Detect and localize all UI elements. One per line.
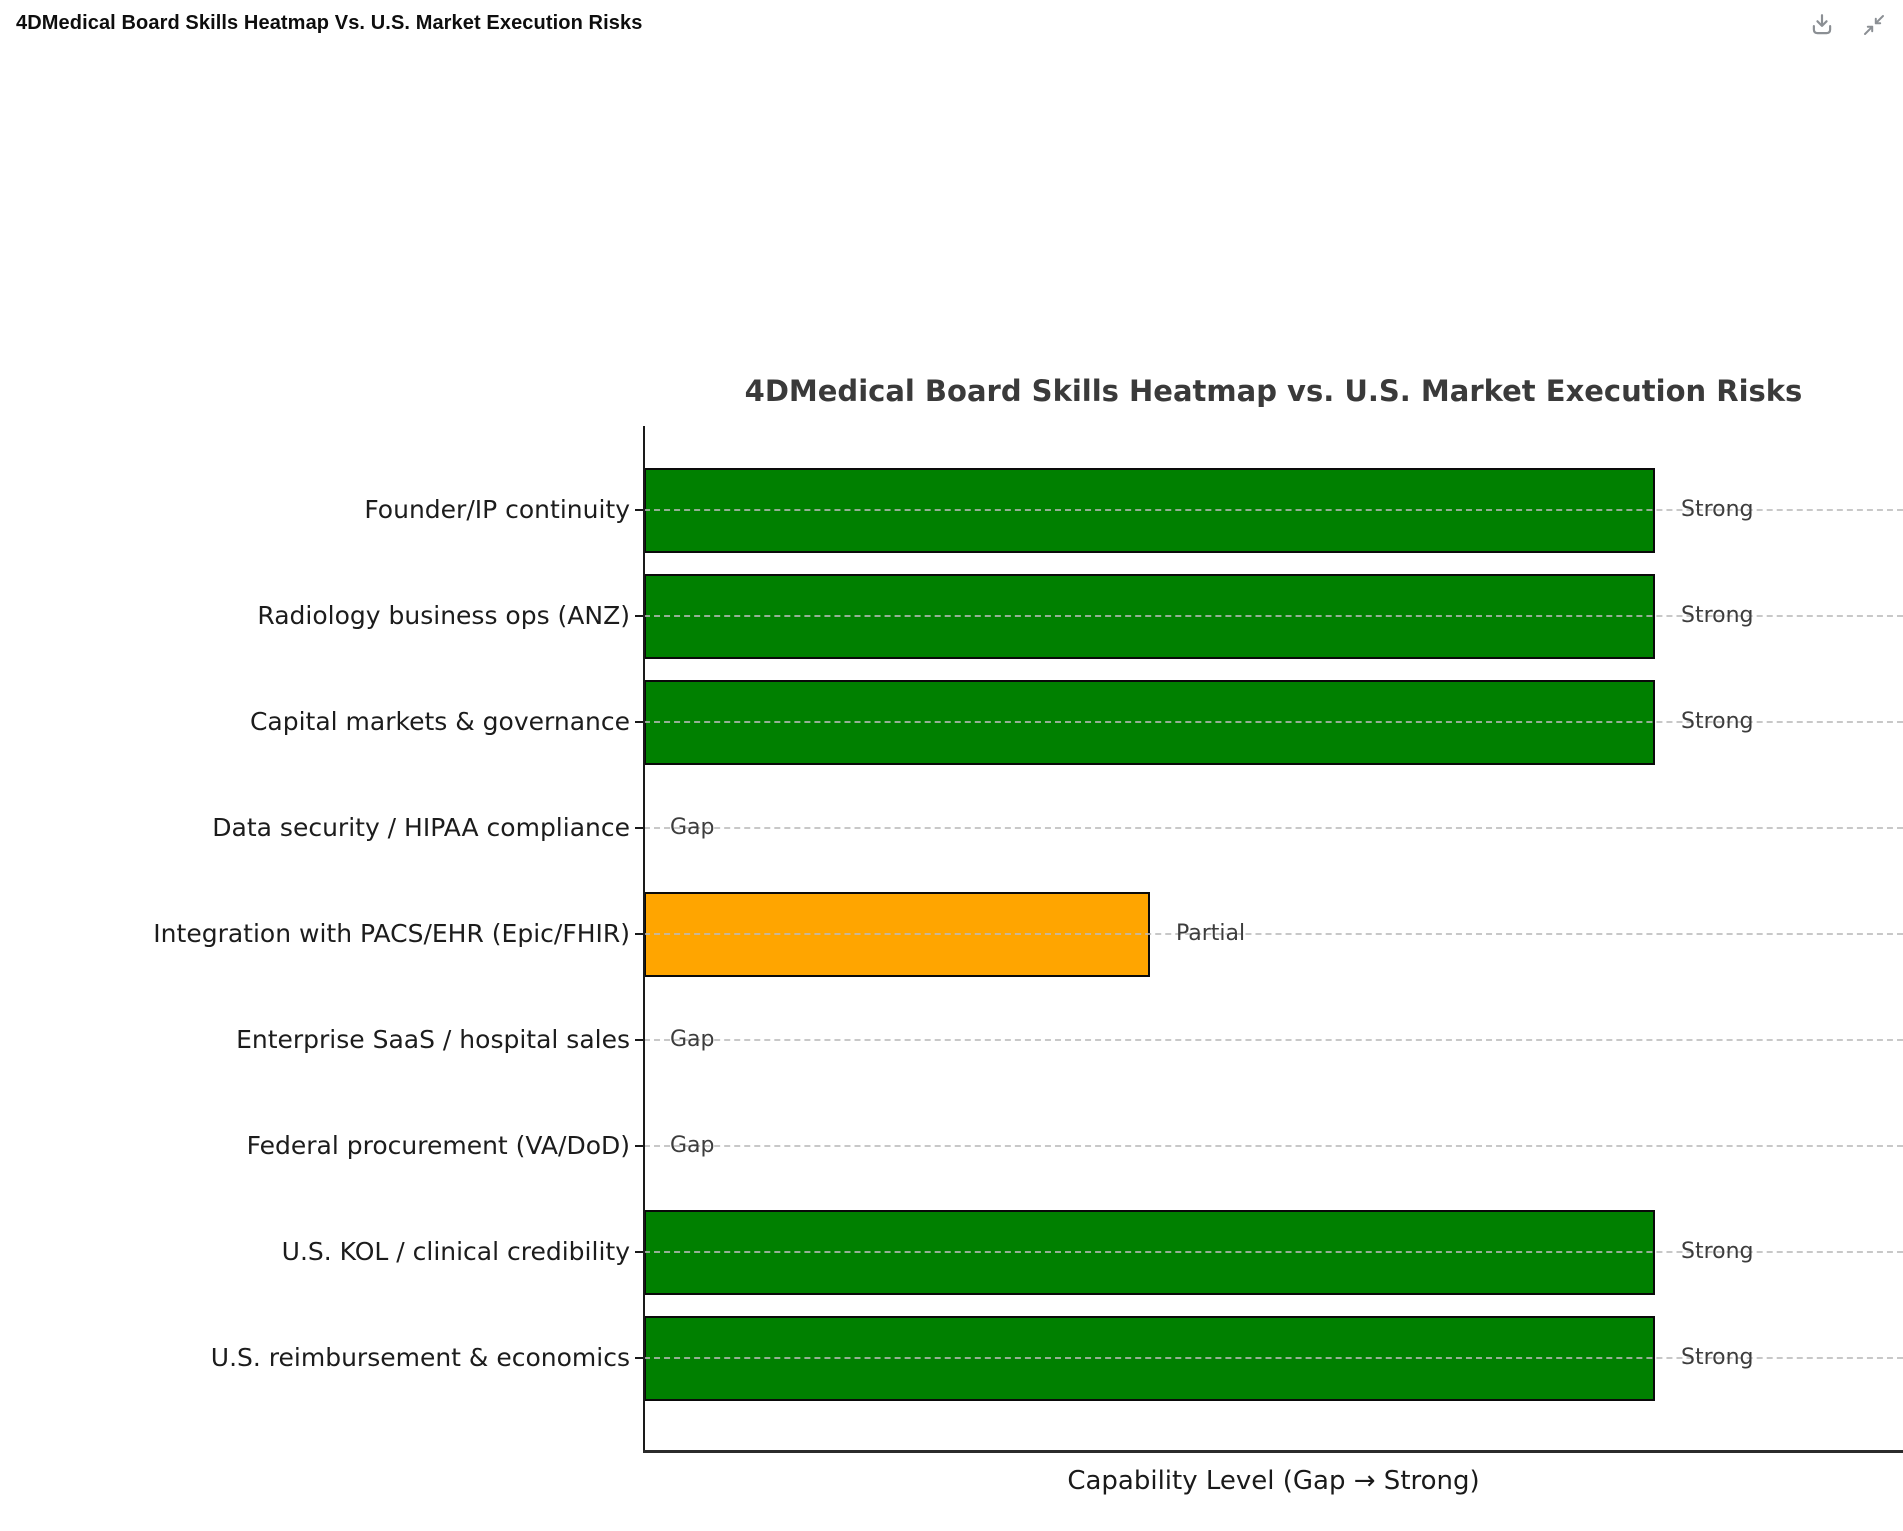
category-label: Radiology business ops (ANZ) <box>257 601 630 630</box>
category-label: U.S. KOL / clinical credibility <box>281 1237 630 1266</box>
y-tick <box>635 1039 644 1041</box>
value-label: Partial <box>1176 921 1246 946</box>
value-label: Strong <box>1681 1345 1754 1370</box>
value-label: Gap <box>670 1027 715 1052</box>
y-tick <box>635 509 644 511</box>
category-label: Data security / HIPAA compliance <box>212 813 630 842</box>
category-label: Enterprise SaaS / hospital sales <box>236 1025 630 1054</box>
row-gridline <box>644 615 1903 617</box>
value-label: Strong <box>1681 497 1754 522</box>
y-tick <box>635 721 644 723</box>
y-tick <box>635 1357 644 1359</box>
collapse-icon <box>1864 15 1884 35</box>
row-gridline <box>644 827 1903 829</box>
row-gridline <box>644 1357 1903 1359</box>
row-gridline <box>644 933 1903 935</box>
row-gridline <box>644 1145 1903 1147</box>
collapse-button[interactable] <box>1859 10 1889 40</box>
y-tick <box>635 615 644 617</box>
value-label: Strong <box>1681 1239 1754 1264</box>
row-gridline <box>644 721 1903 723</box>
y-tick <box>635 827 644 829</box>
row-gridline <box>644 509 1903 511</box>
value-label: Strong <box>1681 709 1754 734</box>
category-label: Capital markets & governance <box>249 707 630 736</box>
y-tick <box>635 933 644 935</box>
chart-toolbar <box>1807 10 1889 40</box>
value-label: Gap <box>670 1133 715 1158</box>
y-axis-line <box>643 426 645 1452</box>
chart-title: 4DMedical Board Skills Heatmap vs. U.S. … <box>744 374 1803 408</box>
category-label: Federal procurement (VA/DoD) <box>246 1131 630 1160</box>
y-tick <box>635 1145 644 1147</box>
row-gridline <box>644 1039 1903 1041</box>
x-axis-line <box>643 1450 1903 1453</box>
category-label: U.S. reimbursement & economics <box>210 1343 630 1372</box>
category-label: Integration with PACS/EHR (Epic/FHIR) <box>153 919 630 948</box>
value-label: Gap <box>670 815 715 840</box>
window-title: 4DMedical Board Skills Heatmap Vs. U.S. … <box>16 12 643 34</box>
y-tick <box>635 1251 644 1253</box>
download-button[interactable] <box>1807 10 1837 40</box>
download-icon <box>1812 14 1832 35</box>
row-gridline <box>644 1251 1903 1253</box>
category-label: Founder/IP continuity <box>364 495 630 524</box>
x-axis-label: Capability Level (Gap → Strong) <box>1067 1466 1480 1496</box>
value-label: Strong <box>1681 603 1754 628</box>
